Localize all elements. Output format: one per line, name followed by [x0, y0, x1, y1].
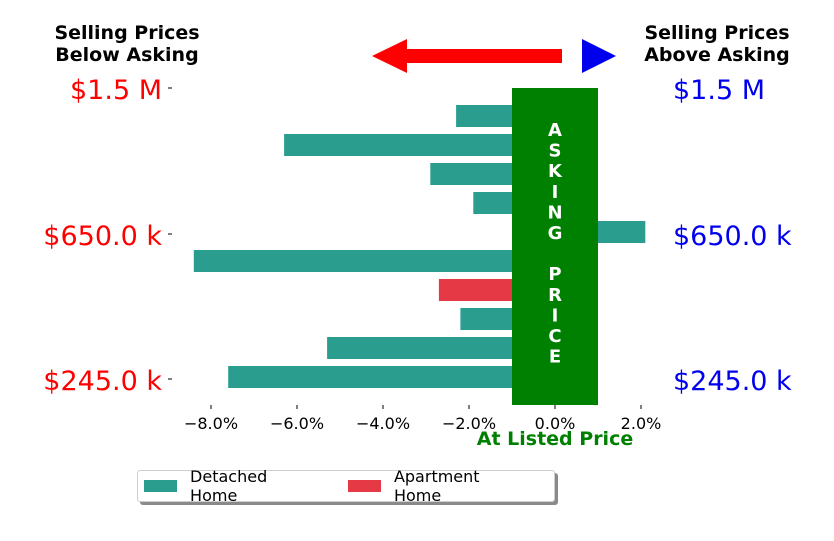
below-asking-title-line1: Selling Prices — [54, 22, 199, 44]
legend-swatch-detached — [144, 480, 178, 492]
asking-letter-1: A — [548, 120, 562, 141]
legend-item-detached: Detached Home — [144, 467, 316, 505]
x-tick-label-3: −4.0% — [356, 414, 410, 433]
legend-swatch-apartment — [347, 480, 381, 492]
x-tick-label-6: 2.0% — [621, 414, 662, 433]
asking-letter-8: P — [548, 264, 561, 285]
bar-9 — [327, 337, 555, 359]
bar-10 — [228, 366, 555, 388]
bar-6 — [193, 250, 556, 272]
x-axis-label: At Listed Price — [477, 428, 633, 450]
x-tick-label-4: −2.0% — [442, 414, 496, 433]
asking-letter-3: K — [548, 161, 563, 182]
asking-letter-4: I — [552, 182, 559, 203]
asking-letter-9: R — [548, 285, 562, 306]
asking-letter-5: N — [547, 202, 562, 223]
price-label-right-mid: $650.0 k — [673, 221, 792, 252]
price-label-right-bottom: $245.0 k — [673, 366, 792, 397]
left-arrow-icon — [372, 39, 562, 73]
price-label-right-top: $1.5 M — [673, 75, 765, 106]
asking-letter-12: E — [549, 347, 561, 368]
legend-item-apartment: Apartment Home — [347, 467, 528, 505]
asking-letter-11: C — [548, 326, 561, 347]
legend: Detached Home Apartment Home — [137, 467, 555, 505]
right-arrow-icon — [582, 39, 616, 73]
legend-label-detached: Detached Home — [190, 467, 268, 505]
above-asking-title-line2: Above Asking — [644, 44, 790, 66]
asking-letter-10: I — [552, 305, 559, 326]
x-tick-label-1: −8.0% — [184, 414, 238, 433]
x-tick-label-5: 0.0% — [535, 414, 576, 433]
asking-price-band — [512, 88, 598, 405]
below-asking-title-line2: Below Asking — [55, 44, 198, 66]
asking-letter-2: S — [549, 141, 562, 162]
legend-label-apartment: Apartment Home — [393, 467, 480, 505]
price-label-left-mid: $650.0 k — [43, 221, 162, 252]
x-tick-label-2: −6.0% — [270, 414, 324, 433]
bar-2 — [284, 134, 555, 156]
price-label-left-top: $1.5 M — [70, 75, 162, 106]
asking-letter-6: G — [548, 223, 563, 244]
above-asking-title-line1: Selling Prices — [644, 22, 789, 44]
price-label-left-bottom: $245.0 k — [43, 366, 162, 397]
